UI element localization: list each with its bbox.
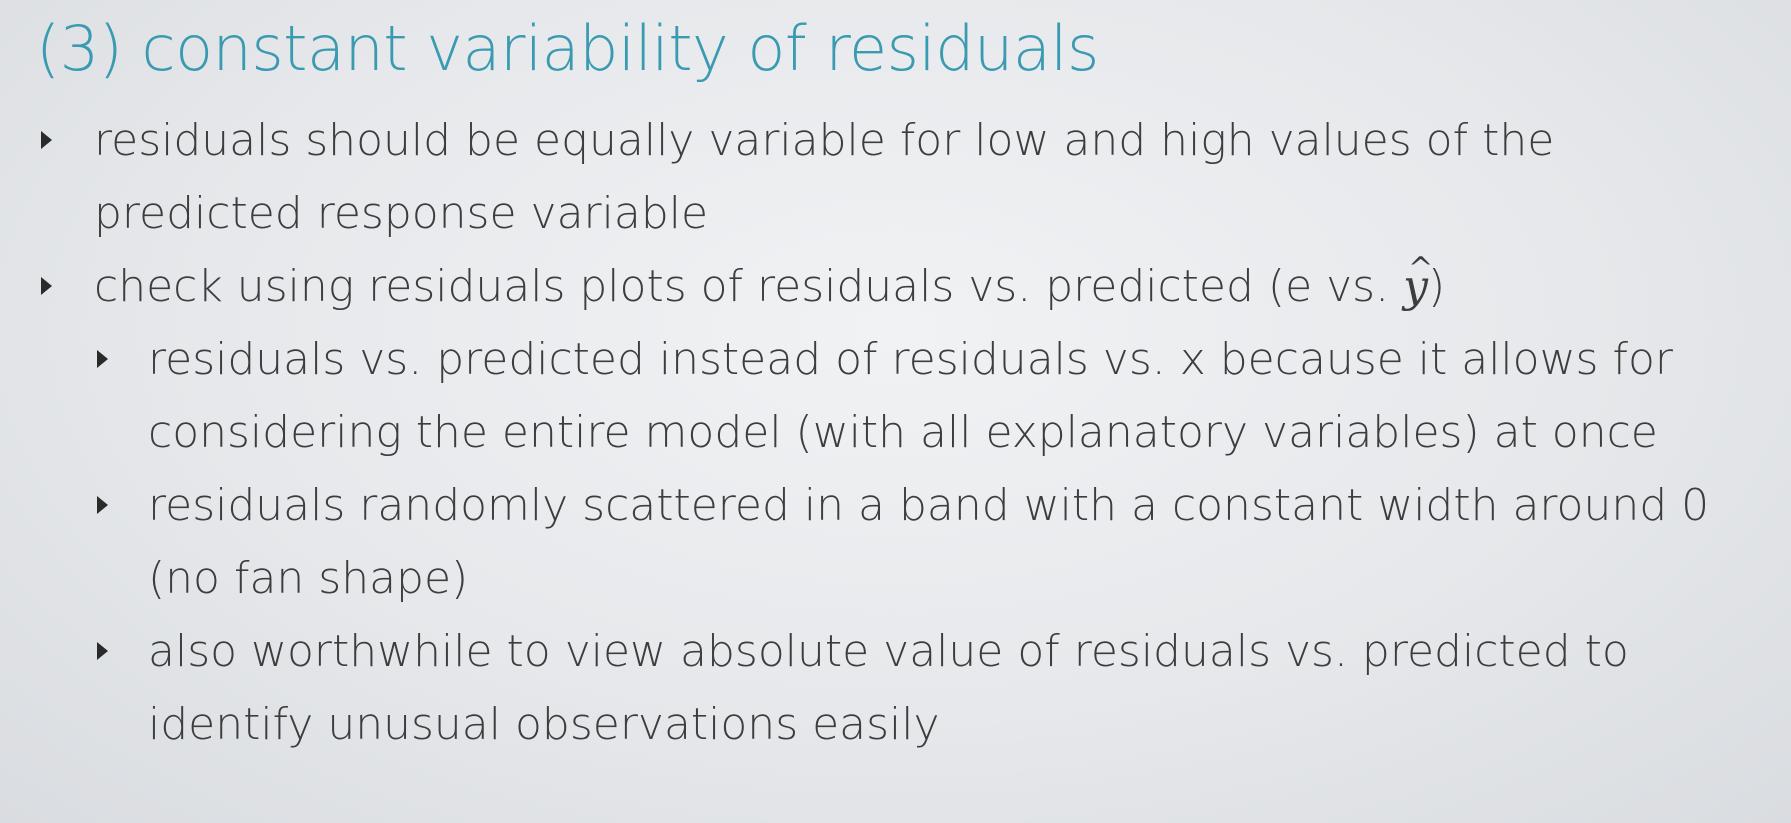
bullet-text: residuals should be equally variable for…	[94, 115, 1555, 239]
bullet-text: also worthwhile to view absolute value o…	[148, 626, 1629, 750]
sub-bullet-item: also worthwhile to view absolute value o…	[0, 615, 1748, 761]
bullet-text: residuals randomly scattered in a band w…	[148, 480, 1710, 604]
bullet-list: residuals should be equally variable for…	[0, 104, 1791, 761]
bullet-arrow-icon	[97, 642, 108, 660]
bullet-arrow-icon	[41, 131, 52, 149]
slide-title: (3) constant variability of residuals	[36, 12, 1099, 85]
bullet-arrow-icon	[97, 350, 108, 368]
bullet-text: residuals vs. predicted instead of resid…	[148, 334, 1673, 458]
sub-bullet-item: residuals randomly scattered in a band w…	[0, 469, 1748, 615]
bullet-item: residuals should be equally variable for…	[0, 104, 1724, 250]
bullet-arrow-icon	[41, 277, 52, 295]
bullet-item: check using residuals plots of residuals…	[0, 232, 1724, 323]
y-hat-symbol: y	[1403, 232, 1433, 323]
bullet-arrow-icon	[97, 496, 108, 514]
sub-bullet-item: residuals vs. predicted instead of resid…	[0, 323, 1748, 469]
bullet-text: check using residuals plots of residuals…	[94, 261, 1404, 312]
